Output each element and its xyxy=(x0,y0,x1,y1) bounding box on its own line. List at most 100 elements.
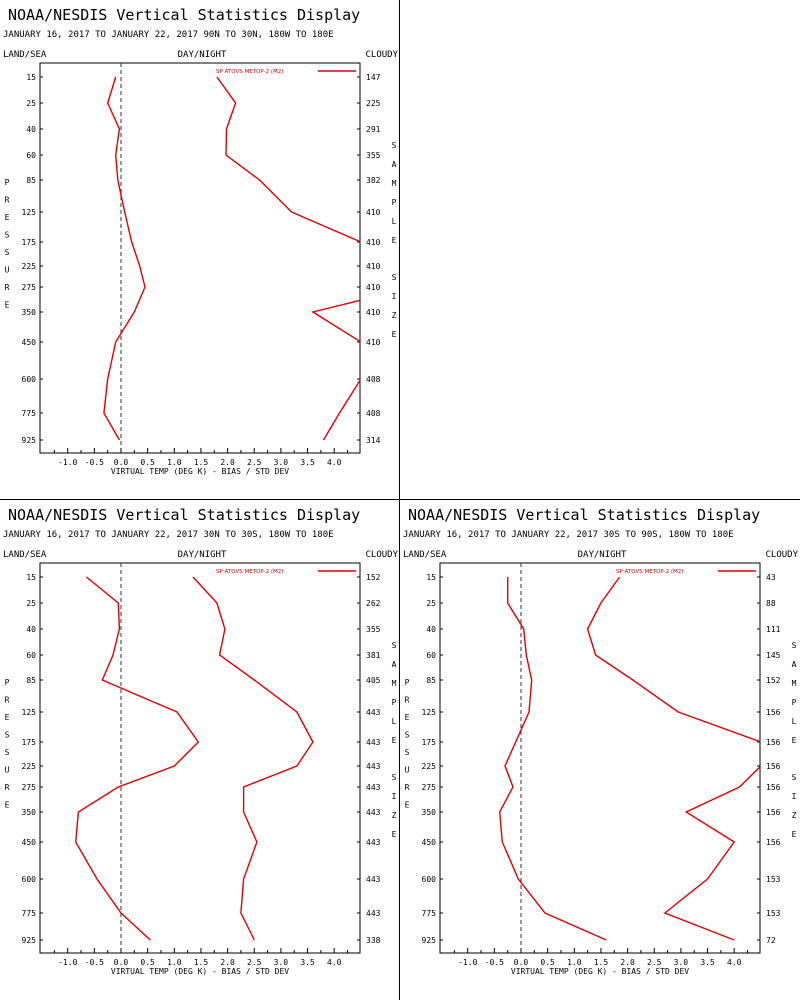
y-tick-label: 60 xyxy=(26,151,36,160)
right-axis-label-letter: S xyxy=(392,273,397,282)
y-tick-label: 85 xyxy=(26,676,36,685)
x-tick-label: 1.5 xyxy=(594,958,609,967)
x-tick-label: 3.5 xyxy=(300,458,315,467)
land-sea-label: LAND/SEA xyxy=(3,550,47,560)
y-axis-label-letter: E xyxy=(405,801,410,810)
sample-size-label: 382 xyxy=(366,176,381,185)
x-tick-label: 4.0 xyxy=(327,458,342,467)
y-tick-label: 175 xyxy=(22,738,37,747)
x-tick-label: -0.5 xyxy=(85,458,104,467)
chart-subtitle: JANUARY 16, 2017 TO JANUARY 22, 2017 90N… xyxy=(3,30,334,40)
std-dev-series-line xyxy=(192,576,314,941)
land-sea-label: LAND/SEA xyxy=(403,550,447,560)
y-axis-label-letter: R xyxy=(405,696,410,705)
right-axis-label-letter: I xyxy=(392,792,397,801)
y-tick-label: 225 xyxy=(422,762,437,771)
sample-size-label: 443 xyxy=(366,808,381,817)
sample-size-label: 152 xyxy=(366,573,381,582)
y-axis-label-letter: R xyxy=(405,783,410,792)
right-axis-label-letter: E xyxy=(392,736,397,745)
legend-label: SP ATOVS METOP-2 (M2) xyxy=(216,569,283,575)
x-tick-label: 2.0 xyxy=(220,958,235,967)
cloudy-label: CLOUDY xyxy=(365,50,398,60)
y-tick-label: 600 xyxy=(22,875,37,884)
right-axis-label-letter: M xyxy=(392,179,397,188)
sample-size-label: 355 xyxy=(366,625,381,634)
x-tick-label: 4.0 xyxy=(327,958,342,967)
x-tick-label: 3.0 xyxy=(674,958,689,967)
right-axis-label-letter: A xyxy=(392,160,397,169)
right-axis-label-letter: E xyxy=(392,330,397,339)
right-axis-label-letter: A xyxy=(392,660,397,669)
y-tick-label: 15 xyxy=(26,73,36,82)
chart-panel-90n-30n: NOAA/NESDIS Vertical Statistics Display J… xyxy=(0,0,400,500)
x-tick-label: 3.0 xyxy=(274,458,289,467)
y-tick-label: 40 xyxy=(426,625,436,634)
sample-size-label: 355 xyxy=(366,151,381,160)
right-axis-label-letter: S xyxy=(392,641,397,650)
y-axis-label-letter: S xyxy=(5,748,10,757)
x-tick-label: 4.0 xyxy=(727,958,742,967)
chart-panel-30s-90s: NOAA/NESDIS Vertical Statistics Display J… xyxy=(400,500,800,1000)
y-tick-label: 350 xyxy=(22,808,37,817)
chart-svg: NOAA/NESDIS Vertical Statistics Display J… xyxy=(403,506,799,976)
y-tick-label: 925 xyxy=(22,436,37,445)
y-tick-label: 125 xyxy=(22,708,37,717)
cloudy-label: CLOUDY xyxy=(365,550,398,560)
x-tick-label: -1.0 xyxy=(458,958,477,967)
x-tick-label: 2.0 xyxy=(220,458,235,467)
std-dev-series-line xyxy=(586,576,760,941)
right-axis-label-letter: I xyxy=(392,292,397,301)
y-axis-label-letter: P xyxy=(5,178,10,187)
right-axis-label-letter: S xyxy=(392,773,397,782)
sample-size-label: 145 xyxy=(766,651,781,660)
right-axis-label-letter: S xyxy=(792,773,797,782)
chart-svg: NOAA/NESDIS Vertical Statistics Display J… xyxy=(3,6,399,476)
y-tick-label: 925 xyxy=(422,936,437,945)
y-tick-label: 775 xyxy=(422,909,437,918)
y-tick-label: 350 xyxy=(22,308,37,317)
right-axis-label-letter: Z xyxy=(392,311,397,320)
plot-frame xyxy=(39,62,361,454)
y-axis-label-letter: U xyxy=(5,766,10,775)
sample-size-label: 291 xyxy=(366,125,381,134)
right-axis-label-letter: M xyxy=(792,679,797,688)
y-tick-label: 40 xyxy=(26,625,36,634)
y-tick-label: 25 xyxy=(26,599,36,608)
x-tick-label: 1.5 xyxy=(194,958,209,967)
legend-label: SP ATOVS METOP-2 (M2) xyxy=(616,569,683,575)
y-tick-label: 225 xyxy=(22,762,37,771)
plot-frame xyxy=(439,562,761,954)
y-tick-label: 600 xyxy=(422,875,437,884)
x-axis-label: VIRTUAL TEMP (DEG K) - BIAS / STD DEV xyxy=(111,467,289,476)
sample-size-label: 156 xyxy=(766,738,781,747)
y-tick-label: 775 xyxy=(22,909,37,918)
x-tick-label: 2.0 xyxy=(620,958,635,967)
cloudy-label: CLOUDY xyxy=(765,550,798,560)
y-tick-label: 450 xyxy=(22,338,37,347)
sample-size-label: 88 xyxy=(766,599,776,608)
plot-frame xyxy=(39,562,361,954)
sample-size-label: 156 xyxy=(766,762,781,771)
y-axis-label-letter: R xyxy=(5,696,10,705)
y-tick-label: 350 xyxy=(422,808,437,817)
y-tick-label: 775 xyxy=(22,409,37,418)
y-axis-label-letter: P xyxy=(405,678,410,687)
y-axis-label-letter: R xyxy=(5,283,10,292)
y-axis-label-letter: S xyxy=(405,731,410,740)
right-axis-label-letter: Z xyxy=(392,811,397,820)
sample-size-label: 111 xyxy=(766,625,781,634)
x-tick-label: 0.0 xyxy=(114,958,129,967)
x-tick-label: 1.0 xyxy=(567,958,582,967)
x-tick-label: -1.0 xyxy=(58,958,77,967)
y-tick-label: 175 xyxy=(422,738,437,747)
sample-size-label: 410 xyxy=(366,308,381,317)
chart-panel-30n-30s: NOAA/NESDIS Vertical Statistics Display J… xyxy=(0,500,400,1000)
right-axis-label-letter: L xyxy=(792,717,797,726)
right-axis-label-letter: E xyxy=(392,236,397,245)
day-night-label: DAY/NIGHT xyxy=(178,550,227,560)
x-tick-label: 1.0 xyxy=(167,458,182,467)
y-axis-label-letter: E xyxy=(5,801,10,810)
y-axis-label-letter: S xyxy=(5,248,10,257)
x-axis-label: VIRTUAL TEMP (DEG K) - BIAS / STD DEV xyxy=(511,967,689,976)
